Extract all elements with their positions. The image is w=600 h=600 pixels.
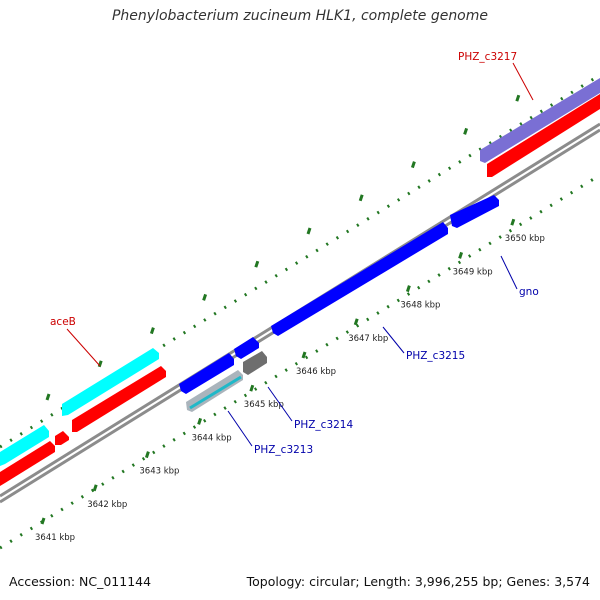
- cds-red-small: [55, 431, 69, 445]
- inner-major-ticks: [40, 218, 516, 525]
- inner-tick-3645: [249, 384, 255, 392]
- outer-tick-3641: [45, 393, 51, 401]
- gene-blue-c3214: [179, 353, 234, 394]
- outer-tick-3643: [149, 327, 155, 335]
- gene-cyan-aceb: [62, 348, 159, 416]
- gene-label-phz-c3215[interactable]: PHZ_c3215: [406, 350, 465, 362]
- tick-label-3650: 3650 kbp: [505, 234, 545, 244]
- leader-phz-c3215: [382, 326, 405, 354]
- tick-label-3642: 3642 kbp: [87, 500, 127, 510]
- leader-phz-c3213: [227, 410, 253, 447]
- outer-major-ticks: [45, 94, 521, 401]
- outer-tick-3646: [306, 227, 312, 235]
- accession-text: Accession: NC_011144: [9, 574, 152, 589]
- inner-tick-3650: [510, 218, 516, 226]
- inner-tick-3641: [40, 517, 46, 525]
- tick-label-3648: 3648 kbp: [400, 301, 440, 311]
- outer-tick-3649: [463, 127, 469, 135]
- outer-tick-3650: [515, 94, 521, 102]
- gene-label-phz-c3214[interactable]: PHZ_c3214: [294, 419, 353, 431]
- gene-label-gno[interactable]: gno: [519, 286, 539, 298]
- gene-blue-c3215: [271, 222, 448, 336]
- leader-aceb: [66, 328, 101, 367]
- cds-red-c3217: [487, 94, 600, 177]
- leader-gno: [500, 255, 518, 290]
- inner-tick-3649: [458, 251, 464, 259]
- gene-slate-c3217: [480, 78, 600, 163]
- tick-label-3649: 3649 kbp: [453, 267, 493, 277]
- gene-label-phz-c3217[interactable]: PHZ_c3217: [458, 51, 517, 63]
- outer-tick-3645: [254, 260, 260, 268]
- gene-label-phz-c3213[interactable]: PHZ_c3213: [254, 444, 313, 456]
- outer-tick-3647: [358, 194, 364, 202]
- map-title: Phenylobacterium zucineum HLK1, complete…: [111, 8, 489, 24]
- outer-tick-3648: [410, 161, 416, 169]
- tick-label-3646: 3646 kbp: [296, 367, 336, 377]
- inner-dotted-track: [0, 173, 600, 550]
- inner-tick-3643: [144, 451, 150, 459]
- genome-summary-text: Topology: circular; Length: 3,996,255 bp…: [246, 574, 590, 589]
- gene-cyan-left: [0, 425, 49, 466]
- leader-phz-c3217: [512, 62, 534, 101]
- inner-tick-3644: [197, 417, 203, 425]
- gene-cyan-strip-c3213: [189, 375, 242, 410]
- tick-label-3641: 3641 kbp: [35, 533, 75, 543]
- tick-label-3647: 3647 kbp: [348, 334, 388, 344]
- tick-label-3644: 3644 kbp: [192, 433, 232, 443]
- tick-label-3643: 3643 kbp: [139, 467, 179, 477]
- cds-red-left: [0, 441, 55, 486]
- leader-phz-c3214: [267, 386, 293, 422]
- cds-red-aceb: [72, 366, 166, 432]
- gene-blue-gno: [450, 195, 499, 228]
- inner-tick-3648: [405, 285, 411, 293]
- inner-tick-3642: [92, 484, 98, 492]
- inner-tick-3646: [301, 351, 307, 359]
- gene-grey-small: [243, 351, 267, 375]
- outer-tick-3644: [202, 293, 208, 301]
- tick-label-3645: 3645 kbp: [244, 400, 284, 410]
- gene-label-aceb[interactable]: aceB: [50, 316, 76, 328]
- outer-dotted-track: [0, 73, 600, 449]
- inner-tick-3647: [353, 318, 359, 326]
- gene-blue-small: [234, 337, 259, 359]
- ruler-tick-labels: 3641 kbp 3642 kbp 3643 kbp 3644 kbp 3645 kbp…: [35, 234, 545, 543]
